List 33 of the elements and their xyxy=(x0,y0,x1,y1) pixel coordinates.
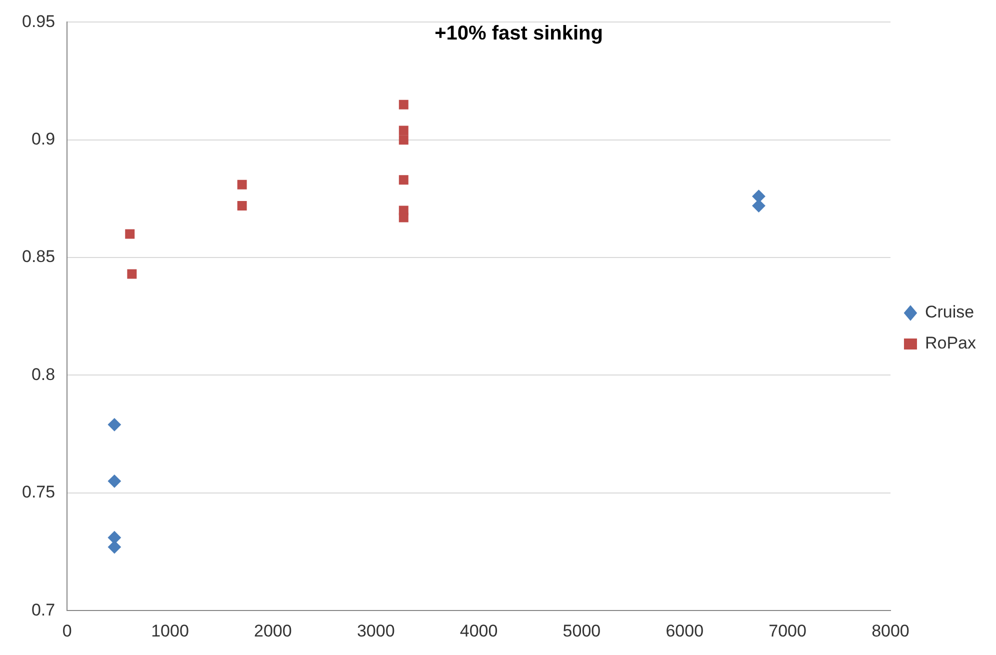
x-tick-label: 6000 xyxy=(666,621,704,640)
x-tick-label: 0 xyxy=(62,621,72,640)
x-tick-label: 3000 xyxy=(356,621,395,640)
point xyxy=(127,269,137,279)
point xyxy=(108,531,121,544)
x-tick-label: 2000 xyxy=(254,621,292,640)
y-tick-label: 0.8 xyxy=(31,364,56,384)
point xyxy=(125,229,135,239)
point xyxy=(398,135,408,145)
point xyxy=(108,540,121,554)
x-tick-label: 7000 xyxy=(768,621,806,640)
chart-title: +10% fast sinking xyxy=(434,22,603,45)
legend-label: Cruise xyxy=(924,302,974,322)
x-tick-label: 8000 xyxy=(872,621,910,640)
y-tick-label: 0.75 xyxy=(22,482,56,502)
x-tick-label: 1000 xyxy=(151,621,189,640)
point xyxy=(752,199,766,212)
point xyxy=(108,418,121,432)
x-tick-label: 4000 xyxy=(460,621,498,640)
y-tick-label: 0.7 xyxy=(31,600,56,620)
point xyxy=(237,201,247,211)
y-tick-label: 0.95 xyxy=(22,12,56,31)
point xyxy=(398,100,408,110)
point xyxy=(398,126,408,136)
point xyxy=(398,175,408,185)
point xyxy=(752,190,766,203)
point xyxy=(108,474,121,488)
point xyxy=(237,180,247,190)
y-tick-label: 0.9 xyxy=(31,130,56,149)
y-tick-label: 0.85 xyxy=(22,247,56,266)
point xyxy=(398,212,408,222)
legend-label: RoPax xyxy=(924,334,976,353)
x-tick-label: 5000 xyxy=(562,621,601,640)
